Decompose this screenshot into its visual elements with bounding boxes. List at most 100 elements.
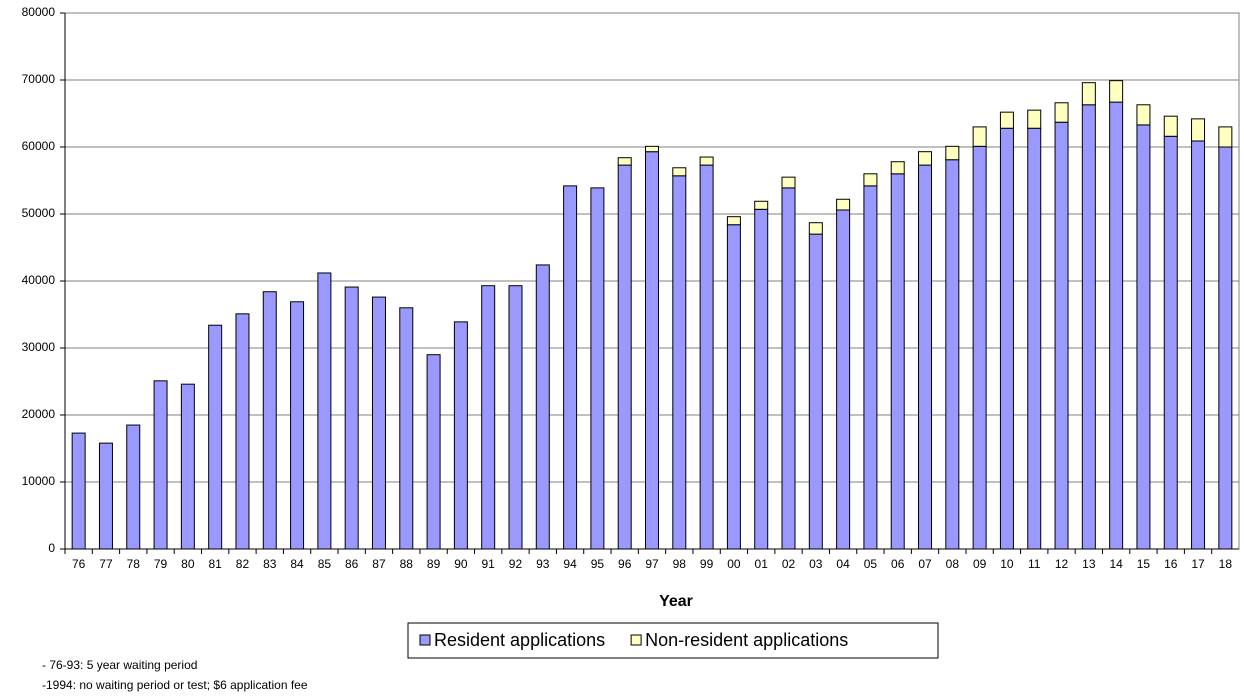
bar-segment [972,126,987,147]
x-tick-label: 00 [727,557,741,571]
bar-segment [481,285,496,550]
x-tick-label: 06 [891,557,905,571]
bar-segment [344,286,359,550]
bar-segment [1163,115,1178,137]
bar-segment [972,145,987,550]
bar-segment [1191,140,1206,550]
bar-segment [1027,127,1042,550]
bar-segment [290,301,305,550]
bar-segment [781,176,796,189]
y-tick-label: 30000 [22,340,56,354]
note: - 76-93: 5 year waiting period [42,658,197,672]
legend-label: Non-resident applications [645,630,848,650]
bar-segment [1218,126,1233,148]
bar-segment [1218,146,1233,550]
x-tick-label: 17 [1191,557,1205,571]
bar-segment [808,222,823,235]
bar-segment [918,164,933,550]
bar-segment [180,383,195,550]
note: -1994: no waiting period or test; $6 app… [42,678,308,692]
y-tick-label: 70000 [22,72,56,86]
x-tick-label: 90 [454,557,468,571]
bar-segment [945,159,960,550]
bar-segment [1109,80,1124,103]
y-tick-label: 50000 [22,206,56,220]
bar-segment [754,200,769,210]
x-tick-label: 80 [181,557,195,571]
bar-segment [672,167,687,177]
bar-segment [399,307,414,550]
x-tick-label: 76 [72,557,86,571]
x-tick-label: 96 [618,557,632,571]
bar-segment [126,424,141,550]
x-tick-label: 92 [509,557,523,571]
x-tick-label: 87 [372,557,386,571]
x-tick-label: 02 [782,557,796,571]
x-tick-label: 16 [1164,557,1178,571]
bar-segment [1136,124,1151,550]
bar-segment [1136,104,1151,126]
x-tick-label: 84 [290,557,304,571]
bar-segment [508,285,523,550]
legend-swatch [630,634,642,646]
bar-segment [563,185,578,550]
bar-segment [1163,135,1178,550]
x-tick-label: 88 [400,557,414,571]
bar-segment [645,145,659,153]
bar-segment [890,161,905,175]
x-tick-label: 11 [1028,557,1041,571]
x-tick-label: 97 [645,557,659,571]
bar-segment [945,145,960,161]
bar-segment [726,224,741,550]
x-tick-label: 94 [563,557,577,571]
x-tick-label: 78 [127,557,141,571]
x-tick-label: 79 [154,557,168,571]
bar-segment [317,272,332,550]
legend-box [407,622,939,659]
x-tick-label: 05 [864,557,878,571]
bar-segment [208,324,223,550]
bar-segment [235,313,250,550]
x-tick-label: 89 [427,557,441,571]
bar-segment [71,432,86,550]
x-tick-label: 12 [1055,557,1069,571]
bar-segment [672,175,687,550]
bar-segment [863,173,878,187]
bar-segment [726,216,741,226]
bar-segment [1081,82,1096,106]
y-tick-label: 10000 [22,474,56,488]
x-tick-label: 86 [345,557,359,571]
bar-segment [808,233,823,550]
x-tick-label: 10 [1000,557,1014,571]
bar-segment [1109,101,1124,550]
x-tick-label: 98 [673,557,687,571]
x-tick-label: 18 [1219,557,1233,571]
x-tick-label: 93 [536,557,550,571]
x-tick-label: 14 [1109,557,1123,571]
bar-segment [999,111,1014,129]
bar-segment [699,156,714,166]
bar-segment [426,354,441,550]
bar-segment [617,164,632,550]
bar-segment [617,157,632,166]
x-tick-label: 83 [263,557,277,571]
y-tick-label: 80000 [22,5,56,19]
y-tick-label: 60000 [22,139,56,153]
bar-segment [645,151,659,550]
bar-segment [590,187,605,550]
x-tick-label: 95 [591,557,605,571]
x-tick-label: 04 [836,557,850,571]
x-tick-label: 13 [1082,557,1096,571]
y-tick-label: 0 [48,541,55,555]
bar-segment [98,442,113,550]
x-tick-label: 91 [482,557,496,571]
bar-segment [153,380,168,550]
legend-label: Resident applications [434,630,605,650]
bar-segment [1191,118,1206,142]
bar-segment [453,321,468,550]
bar-segment [699,164,714,550]
bar-segment [781,187,796,550]
bar-segment [1081,104,1096,550]
bar-segment [1054,102,1069,123]
y-tick-label: 20000 [22,407,56,421]
